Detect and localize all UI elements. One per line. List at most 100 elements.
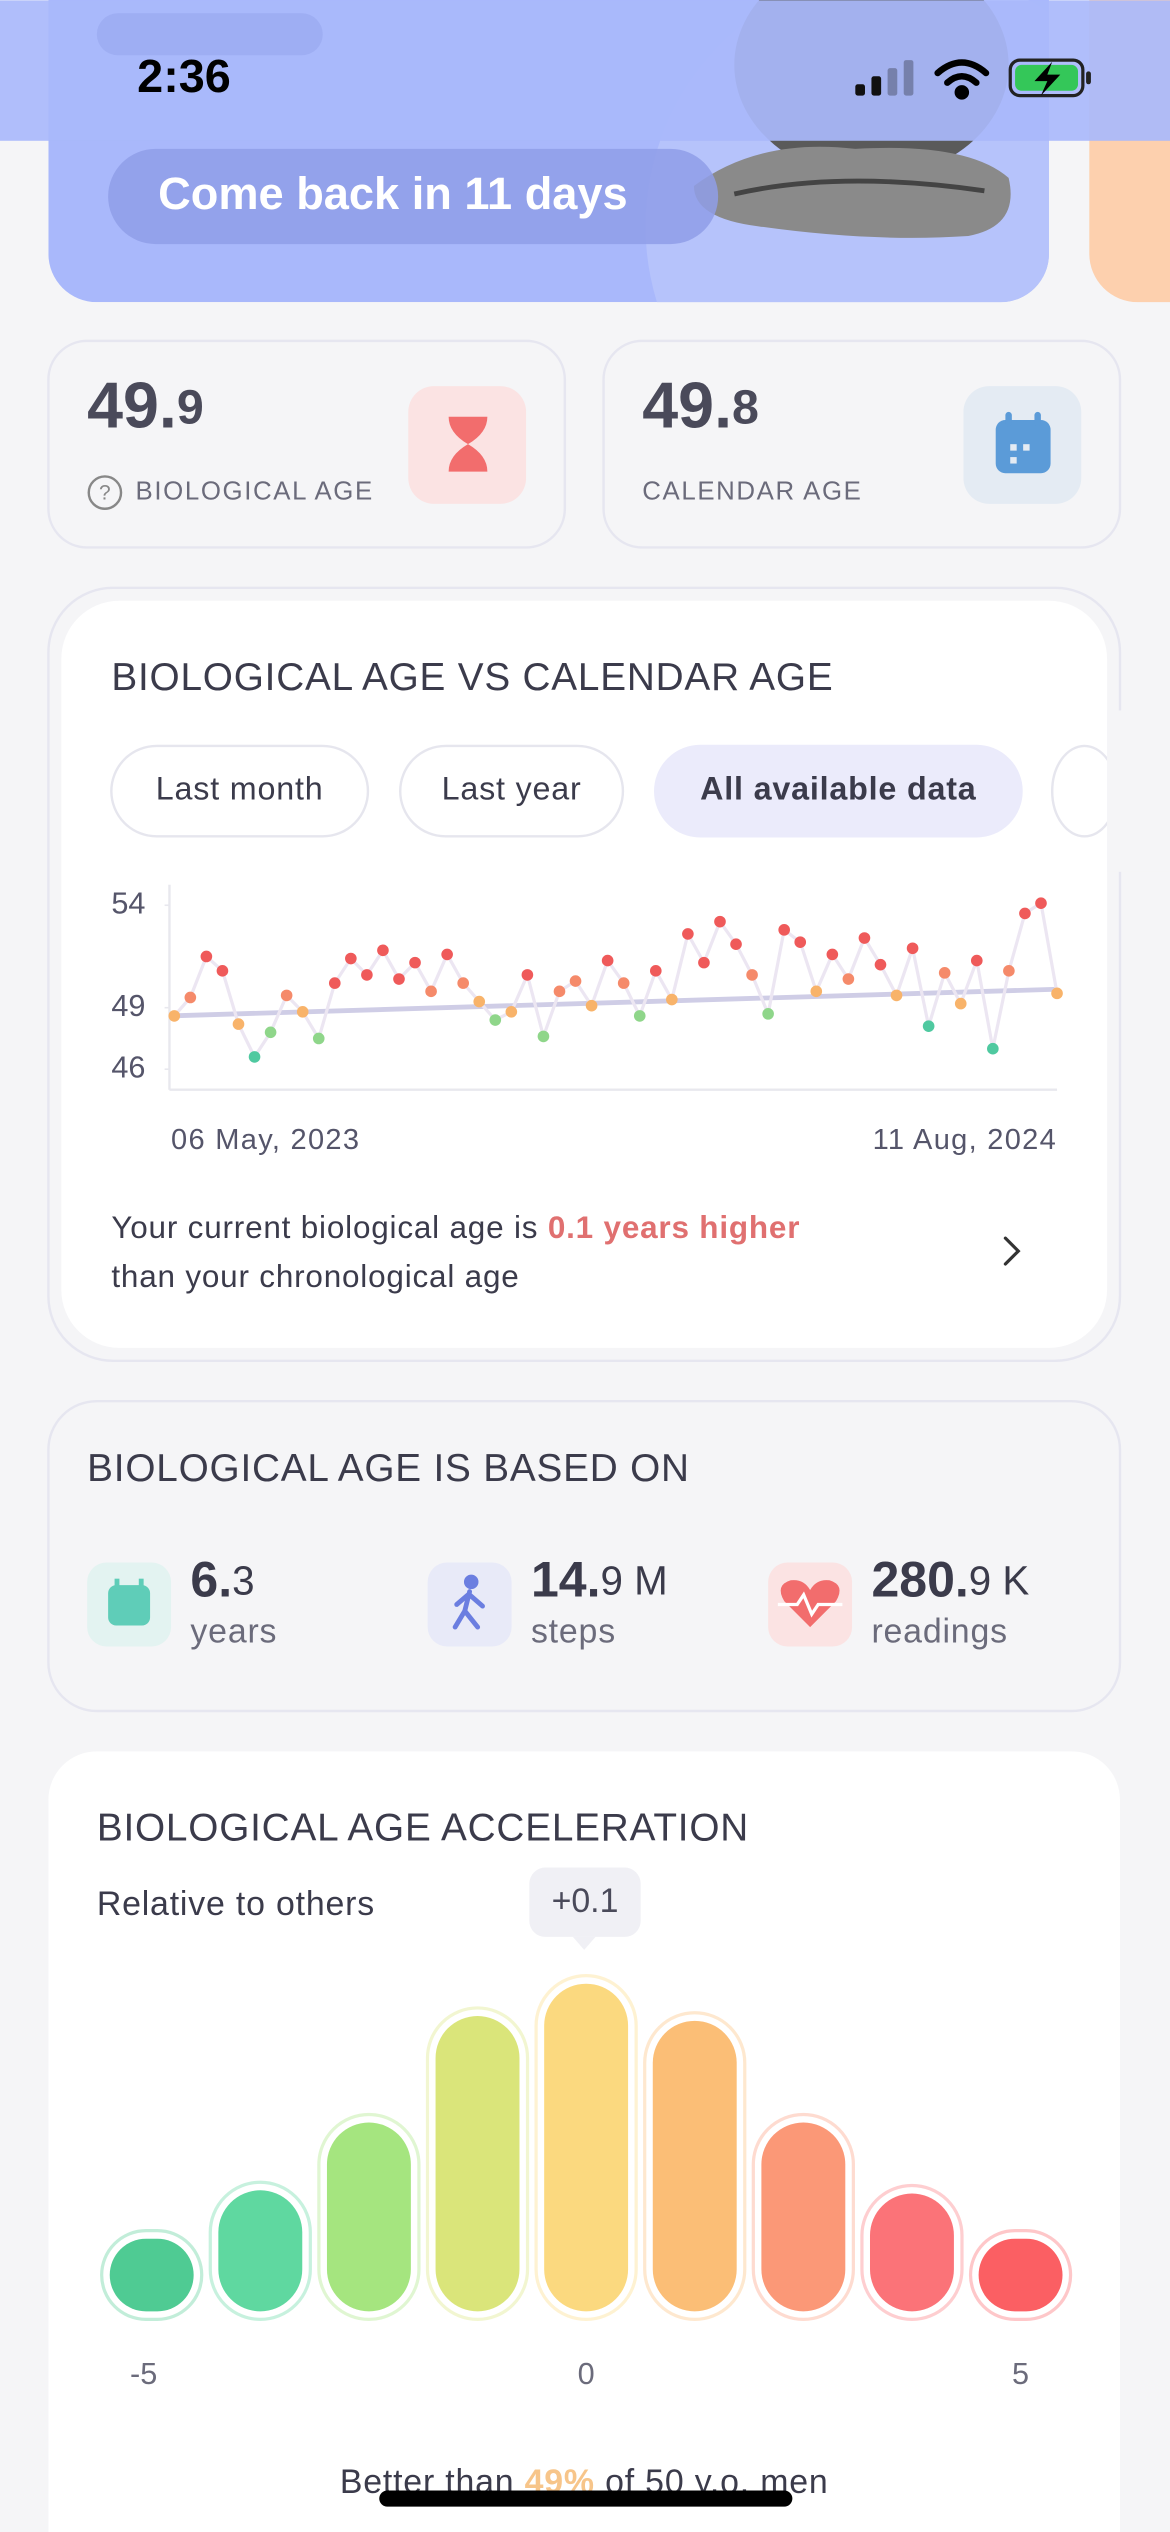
data-point xyxy=(473,995,486,1008)
data-point xyxy=(1035,897,1047,909)
data-point xyxy=(345,952,357,965)
data-point xyxy=(296,1006,309,1018)
data-point xyxy=(858,932,871,944)
bar xyxy=(544,1983,629,2312)
steps-int: 14. xyxy=(531,1552,601,1608)
bio-age-value: 49.9 xyxy=(87,369,204,441)
y-tick-label: 54 xyxy=(111,886,145,920)
data-point xyxy=(553,985,566,998)
cal-age-label: CALENDAR AGE xyxy=(642,477,862,505)
marker-pointer xyxy=(572,1936,596,1950)
steps-dec: 9 M xyxy=(600,1557,667,1603)
data-point xyxy=(184,991,197,1004)
filter-label: All available data xyxy=(700,771,977,807)
filter-pill[interactable] xyxy=(653,744,1023,838)
x-tick-label: -5 xyxy=(130,2357,157,2391)
hourglass-icon xyxy=(448,416,488,472)
data-point xyxy=(890,989,903,1002)
data-point xyxy=(938,967,951,979)
marker-bubble xyxy=(529,1867,641,1937)
bar xyxy=(978,2238,1063,2312)
readings-unit: readings xyxy=(871,1612,1007,1650)
acceleration-title: BIOLOGICAL AGE ACCELERATION xyxy=(97,1807,749,1850)
data-point xyxy=(489,1014,502,1026)
data-point xyxy=(1019,907,1031,920)
histogram: -5 0 5 xyxy=(100,1974,1073,2391)
data-point xyxy=(216,965,229,977)
signal-icon xyxy=(855,60,914,96)
bio-age-label: BIOLOGICAL AGE xyxy=(136,477,374,505)
data-point xyxy=(730,938,742,950)
data-point xyxy=(585,999,598,1012)
x-tick-label: 5 xyxy=(1012,2357,1029,2391)
data-point xyxy=(537,1030,550,1043)
calendar-icon xyxy=(995,411,1051,474)
data-point xyxy=(521,969,534,981)
data-point xyxy=(617,977,630,989)
data-point xyxy=(842,973,855,985)
data-point xyxy=(505,1006,518,1018)
filter-pill[interactable] xyxy=(110,744,370,838)
banner-button[interactable] xyxy=(108,148,719,245)
card-edge xyxy=(1107,710,1170,872)
years-unit: years xyxy=(190,1612,277,1650)
data-point xyxy=(922,1020,935,1032)
data-point xyxy=(377,944,389,957)
acceleration-subtitle: Relative to others xyxy=(97,1885,375,1923)
data-point xyxy=(569,975,582,987)
scatter-plot: 46 49 54 06 May, 2023 11 Aug, 2024 xyxy=(111,886,1063,1156)
data-point xyxy=(1003,965,1015,977)
summary-highlight: 0.1 years higher xyxy=(548,1210,800,1245)
basis-card xyxy=(47,1399,1122,1713)
cal-age-int: 49. xyxy=(642,369,732,441)
filter-pill[interactable] xyxy=(399,744,625,838)
data-point xyxy=(762,1008,774,1020)
trend-line xyxy=(169,986,1058,1019)
data-point xyxy=(168,1010,181,1022)
battery-icon xyxy=(1008,58,1091,98)
steps-value: 14.9 M xyxy=(531,1552,668,1608)
data-point xyxy=(601,954,614,967)
data-point xyxy=(778,924,790,936)
readings-icon xyxy=(777,1580,843,1628)
x-tick-label: 06 May, 2023 xyxy=(171,1124,360,1156)
summary-line-1: Your current biological age is 0.1 years… xyxy=(111,1210,800,1245)
x-tick-label: 0 xyxy=(578,2357,595,2391)
data-point xyxy=(649,965,662,977)
bar xyxy=(109,2238,194,2312)
banner-button-label: Come back in 11 days xyxy=(158,168,628,219)
steps-icon-bg xyxy=(427,1562,512,1647)
cal-age-dec: 8 xyxy=(732,380,759,434)
bar xyxy=(326,2122,411,2312)
data-point xyxy=(794,936,807,948)
data-point xyxy=(280,989,293,1002)
cal-age-value: 49.8 xyxy=(642,369,759,441)
years-icon xyxy=(108,1578,151,1626)
connector-line xyxy=(173,900,1059,1061)
bar xyxy=(652,2020,737,2312)
readings-value: 280.9 K xyxy=(871,1552,1029,1608)
data-point xyxy=(810,985,823,998)
marker-label: +0.1 xyxy=(552,1882,619,1920)
help-icon[interactable]: ? xyxy=(87,475,123,510)
steps-unit: steps xyxy=(531,1612,616,1650)
data-point xyxy=(874,958,887,971)
bar xyxy=(869,2193,954,2312)
years-value: 6.3 xyxy=(190,1552,254,1608)
trend-title: BIOLOGICAL AGE VS CALENDAR AGE xyxy=(111,656,833,699)
data-point xyxy=(264,1026,277,1039)
readings-int: 280. xyxy=(871,1552,968,1608)
years-int: 6. xyxy=(190,1552,232,1608)
filters: Last month Last year All available data xyxy=(110,744,1023,838)
data-point xyxy=(954,997,967,1010)
bar xyxy=(761,2122,846,2312)
data-point xyxy=(970,954,983,967)
chevron[interactable] xyxy=(1003,1236,1021,1266)
wifi-icon xyxy=(934,59,990,100)
bio-age-dec: 9 xyxy=(177,380,204,434)
data-point xyxy=(328,977,341,989)
status-blur xyxy=(96,13,323,56)
data-point xyxy=(409,956,421,969)
